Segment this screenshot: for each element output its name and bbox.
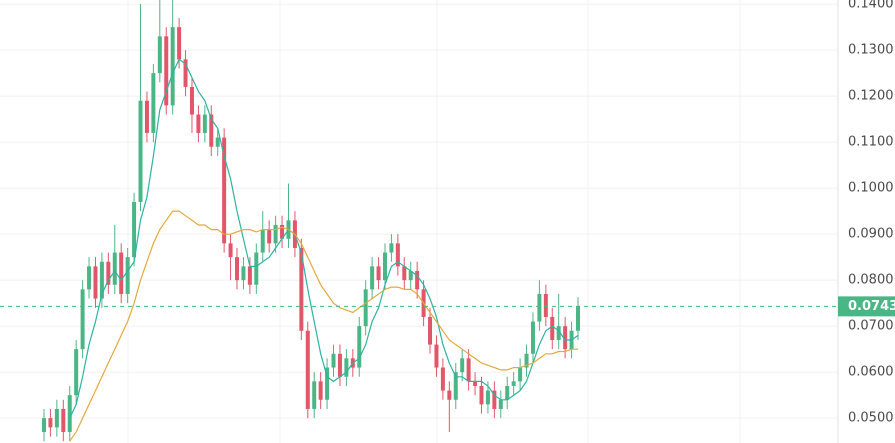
candle-body: [440, 367, 445, 391]
candle-body: [337, 353, 342, 377]
candle-body: [479, 385, 484, 405]
candle-body: [370, 266, 375, 290]
vertical-grid: [127, 0, 741, 443]
candle-body: [344, 358, 349, 377]
candle-body: [428, 316, 433, 345]
candle-body: [42, 418, 46, 432]
candle-body: [164, 36, 169, 106]
y-tick-label: 0.1000: [848, 181, 894, 196]
candle-body: [74, 349, 79, 396]
candle-body: [144, 100, 149, 133]
candle-body: [576, 306, 580, 331]
candle-body: [518, 367, 523, 382]
candle-body: [273, 224, 278, 244]
candle-body: [196, 114, 201, 133]
candle-body: [563, 326, 568, 350]
candle-body: [254, 252, 259, 285]
candle-body: [492, 390, 497, 409]
candle-body: [402, 266, 407, 281]
candle-body: [228, 243, 233, 258]
candle-body: [247, 266, 252, 285]
candle-body: [408, 270, 413, 281]
candle-body: [151, 73, 156, 133]
candle-body: [357, 326, 362, 368]
moving-average-line: [69, 58, 579, 419]
candle-body: [447, 390, 452, 400]
candle-body: [434, 344, 439, 368]
candle-body: [280, 224, 285, 239]
candle-body: [395, 243, 400, 267]
candle-body: [305, 330, 310, 409]
candle-body: [99, 261, 104, 299]
y-tick-label: 0.0900: [848, 227, 894, 242]
y-tick-label: 0.1200: [848, 89, 894, 104]
candle-body: [80, 289, 85, 350]
candle-body: [473, 381, 478, 386]
candle-body: [67, 395, 72, 432]
candle-body: [530, 321, 535, 354]
candle-body: [260, 229, 265, 253]
candle-body: [415, 270, 420, 290]
candle-body: [485, 390, 490, 405]
candle-body: [505, 385, 510, 400]
candle-body: [202, 114, 207, 133]
candle-body: [235, 257, 240, 281]
candle-body: [215, 137, 220, 147]
candle-body: [331, 353, 336, 368]
y-tick-label: 0.0600: [848, 365, 894, 380]
candle-body: [119, 252, 124, 294]
candle-body: [241, 266, 246, 281]
candle-body: [54, 408, 59, 428]
candle-body: [112, 252, 117, 285]
last-price-tag: [838, 296, 895, 317]
candle-body: [61, 408, 66, 432]
candle-body: [511, 381, 516, 386]
candle-body: [48, 418, 53, 428]
candle-body: [267, 229, 272, 244]
candle-body: [132, 201, 137, 258]
candle-body: [312, 381, 317, 409]
candle-body: [93, 266, 98, 299]
candle-body: [556, 326, 561, 340]
candle-body: [183, 59, 188, 87]
last-price-label: 0.0743: [848, 299, 895, 314]
candle-body: [376, 266, 381, 281]
candle-body: [543, 293, 548, 317]
candle-body: [363, 289, 368, 327]
y-tick-label: 0.0500: [848, 411, 894, 426]
candle-body: [389, 243, 394, 253]
candle-body: [550, 316, 555, 340]
y-tick-label: 0.1400: [848, 0, 894, 12]
candle-body: [222, 137, 227, 244]
candle-body: [466, 358, 471, 382]
candle-body: [453, 372, 458, 400]
candle-body: [325, 367, 330, 400]
candle-body: [318, 381, 323, 400]
candle-body: [125, 257, 130, 294]
candle-body: [382, 252, 387, 281]
y-tick-label: 0.0800: [848, 273, 894, 288]
moving-average-line: [69, 210, 578, 442]
candle-body: [537, 293, 542, 322]
candle-body: [170, 27, 175, 106]
candle-body: [189, 86, 194, 115]
candle-body: [524, 353, 529, 368]
y-tick-label: 0.0700: [848, 319, 894, 334]
candle-body: [209, 114, 214, 147]
candle-body: [87, 266, 92, 290]
candle-body: [106, 261, 111, 285]
candle-body: [299, 247, 304, 331]
y-tick-label: 0.1300: [848, 43, 894, 58]
candle-body: [138, 100, 143, 202]
candle-body: [498, 399, 503, 409]
y-tick-label: 0.1100: [848, 135, 894, 150]
candle-body: [460, 358, 465, 373]
candle-body: [157, 36, 162, 74]
candle-body: [177, 27, 182, 60]
